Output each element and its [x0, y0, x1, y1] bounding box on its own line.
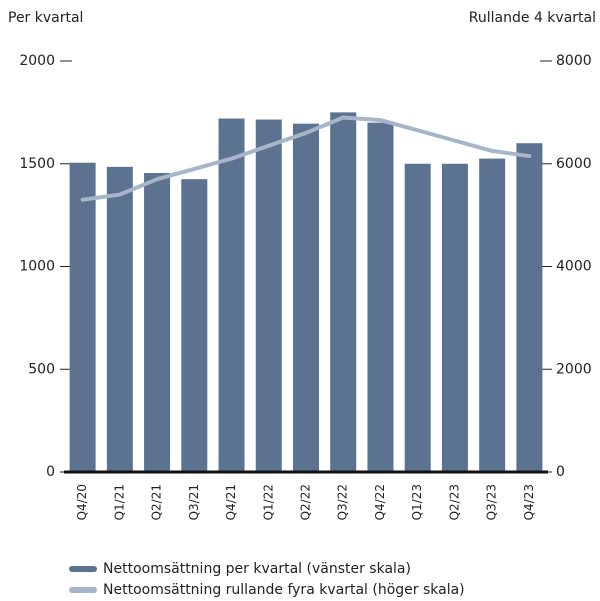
bar: [479, 158, 506, 473]
x-tick-label: Q1/23: [410, 484, 424, 520]
bar: [106, 166, 133, 472]
x-tick-label: Q4/23: [522, 484, 536, 520]
line: [80, 115, 532, 202]
bar: [218, 118, 245, 472]
x-tick-label: Q4/20: [75, 484, 89, 520]
x-tick-label: Q3/21: [187, 484, 201, 520]
y2-tick-label: 8000: [556, 53, 592, 69]
bar: [404, 163, 431, 472]
x-tick-label: Q4/22: [373, 484, 387, 520]
bar: [367, 122, 394, 473]
y-tick-label: 1500: [19, 156, 55, 172]
y2-tick-label: 0: [556, 464, 565, 480]
bar: [293, 123, 319, 473]
y2-tick-label: 2000: [556, 361, 592, 377]
bar: [516, 143, 543, 472]
x-tick-label: Q2/21: [150, 484, 164, 520]
x-tick-label: Q1/22: [261, 484, 275, 520]
x-tick-label: Q2/22: [299, 484, 313, 520]
legend-label: Nettoomsättning rullande fyra kvartal (h…: [103, 582, 465, 598]
x-tick-label: Q1/21: [112, 484, 126, 520]
y2-tick-label: 4000: [556, 259, 592, 275]
y-tick-label: 1000: [19, 259, 55, 275]
bar: [441, 163, 468, 472]
x-tick-label: Q3/23: [485, 484, 499, 520]
y-tick-label: 500: [28, 361, 55, 377]
x-tick-label: Q2/23: [447, 484, 461, 520]
y-tick-label: 2000: [19, 53, 55, 69]
x-tick-label: Q3/22: [336, 484, 350, 520]
y-axis-title: Per kvartal: [8, 10, 83, 26]
x-tick-label: Q4/21: [224, 484, 238, 520]
y-tick-label: 0: [46, 464, 55, 480]
bar: [255, 119, 282, 472]
y2-axis-title: Rullande 4 kvartal: [469, 10, 596, 26]
bar: [330, 112, 357, 472]
bar: [144, 172, 171, 472]
bar: [69, 162, 96, 472]
y2-tick-label: 6000: [556, 156, 592, 172]
legend-label: Nettoomsättning per kvartal (vänster ska…: [103, 561, 411, 577]
bar: [181, 179, 208, 472]
